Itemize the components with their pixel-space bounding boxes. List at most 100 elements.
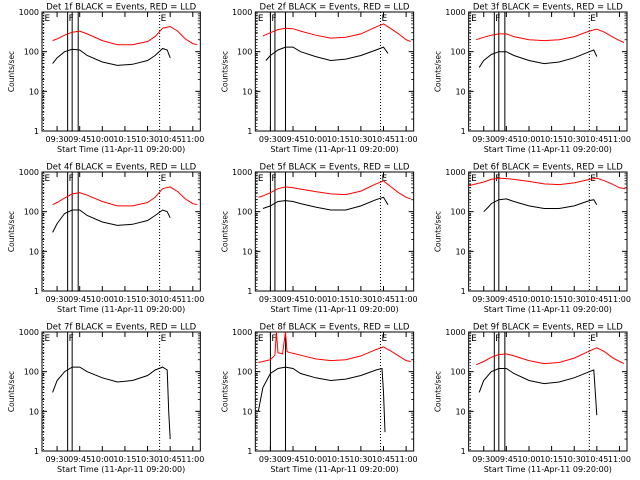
event-marker-label: E (161, 14, 167, 24)
x-tick-label: 10:30 (563, 135, 586, 144)
x-tick-label: 11:00 (608, 455, 631, 464)
x-tick-label: 10:15 (327, 295, 350, 304)
x-axis-label: Start Time (11-Apr-11 09:20:00) (57, 305, 185, 314)
y-tick-label: 100 (24, 368, 39, 377)
x-tick-label: 10:00 (517, 295, 540, 304)
event-marker-label: E (381, 14, 387, 24)
x-tick-label: 10:00 (304, 295, 327, 304)
x-tick-label: 11:00 (395, 135, 418, 144)
plot-frame (254, 11, 415, 132)
y-tick-label: 1000 (19, 8, 39, 17)
x-tick-label: 10:15 (113, 295, 136, 304)
event-marker-label: F (69, 334, 74, 344)
y-tick-label: 10 (455, 407, 465, 416)
series-line (262, 196, 389, 211)
detector-panel: Det 2f BLACK = Events, RED = LLD 1 10 100 10… (220, 3, 417, 155)
y-axis-label: Counts/sec (434, 211, 443, 252)
x-tick-label: 09:30 (46, 135, 69, 144)
y-tick-label: 100 (450, 368, 465, 377)
y-axis-label: Counts/sec (434, 51, 443, 92)
event-marker-label: E (258, 334, 264, 344)
y-tick-label: 1 (461, 287, 466, 296)
x-tick-label: 10:30 (563, 455, 586, 464)
y-tick-label: 1 (461, 127, 466, 136)
y-tick-label: 10 (242, 407, 252, 416)
series-line (476, 28, 625, 43)
event-marker-label: E (381, 174, 387, 184)
x-tick-label: 09:45 (282, 295, 305, 304)
x-tick-label: 09:30 (472, 135, 495, 144)
event-marker-label: E (45, 14, 51, 24)
y-tick-label: 10 (29, 407, 39, 416)
series-line (476, 347, 625, 366)
y-tick-label: 1 (34, 127, 39, 136)
detector-panel: Det 7f BLACK = Events, RED = LLD 1 10 100 10… (7, 323, 204, 475)
y-tick-label: 1000 (232, 328, 252, 337)
x-tick-label: 10:30 (563, 295, 586, 304)
x-axis-label: Start Time (11-Apr-11 09:20:00) (484, 145, 612, 154)
x-axis-label: Start Time (11-Apr-11 09:20:00) (57, 465, 185, 474)
x-tick-label: 10:15 (540, 135, 563, 144)
panel-title: Det 4f BLACK = Events, RED = LLD (46, 163, 196, 173)
x-axis-label: Start Time (11-Apr-11 09:20:00) (484, 305, 612, 314)
y-axis-label: Counts/sec (7, 211, 16, 252)
x-tick-label: 09:45 (68, 455, 91, 464)
y-tick-label: 1000 (445, 168, 465, 177)
series-line (478, 368, 598, 416)
detector-panel: Det 3f BLACK = Events, RED = LLD 1 10 100 10… (434, 3, 631, 155)
detector-panel: Det 5f BLACK = Events, RED = LLD 1 10 100 10… (220, 163, 417, 315)
x-axis-label: Start Time (11-Apr-11 09:20:00) (57, 145, 185, 154)
event-marker-label: E (381, 334, 387, 344)
series-line (52, 209, 171, 233)
plot-frame (41, 171, 201, 292)
x-axis-label: Start Time (11-Apr-11 09:20:00) (270, 145, 398, 154)
series-line (478, 49, 598, 68)
panel-title: Det 2f BLACK = Events, RED = LLD (260, 3, 410, 13)
y-tick-label: 1 (34, 447, 39, 456)
plot-frame (468, 11, 628, 132)
x-tick-label: 10:45 (159, 455, 182, 464)
y-tick-label: 10 (29, 247, 39, 256)
event-marker-label: F (271, 334, 276, 344)
x-tick-label: 10:30 (136, 455, 159, 464)
x-tick-label: 10:00 (517, 455, 540, 464)
plot-frame (41, 331, 201, 452)
x-tick-label: 09:30 (259, 455, 282, 464)
y-tick-label: 100 (24, 48, 39, 57)
x-tick-label: 10:15 (327, 135, 350, 144)
x-tick-label: 11:00 (181, 455, 204, 464)
detector-panel: Det 6f BLACK = Events, RED = LLD 1 10 100 10… (434, 163, 631, 315)
event-marker-label: F (271, 174, 276, 184)
event-marker-label: E (45, 174, 51, 184)
x-tick-label: 09:45 (495, 295, 518, 304)
x-tick-label: 10:45 (159, 135, 182, 144)
x-tick-label: 10:00 (91, 455, 114, 464)
x-tick-label: 10:15 (113, 135, 136, 144)
event-marker-label: E (471, 174, 477, 184)
x-tick-label: 10:30 (349, 135, 372, 144)
panel-title: Det 1f BLACK = Events, RED = LLD (46, 3, 196, 13)
series-line (52, 47, 171, 66)
x-tick-label: 10:00 (304, 455, 327, 464)
x-tick-label: 10:45 (159, 295, 182, 304)
x-tick-label: 11:00 (395, 455, 418, 464)
x-tick-label: 09:45 (68, 135, 91, 144)
x-tick-label: 10:15 (540, 295, 563, 304)
y-tick-label: 100 (24, 208, 39, 217)
y-tick-label: 1000 (232, 168, 252, 177)
x-tick-label: 10:45 (372, 135, 395, 144)
series-line (265, 46, 389, 62)
panel-title: Det 5f BLACK = Events, RED = LLD (260, 163, 410, 173)
x-tick-label: 10:00 (91, 135, 114, 144)
x-tick-label: 10:15 (327, 455, 350, 464)
series-line (52, 25, 198, 46)
x-tick-label: 11:00 (395, 295, 418, 304)
x-axis-label: Start Time (11-Apr-11 09:20:00) (270, 465, 398, 474)
y-tick-label: 1 (247, 127, 252, 136)
panel-title: Det 7f BLACK = Events, RED = LLD (46, 323, 196, 333)
series-line (468, 177, 626, 190)
y-tick-label: 100 (237, 48, 252, 57)
x-tick-label: 09:30 (46, 295, 69, 304)
y-tick-label: 10 (242, 247, 252, 256)
